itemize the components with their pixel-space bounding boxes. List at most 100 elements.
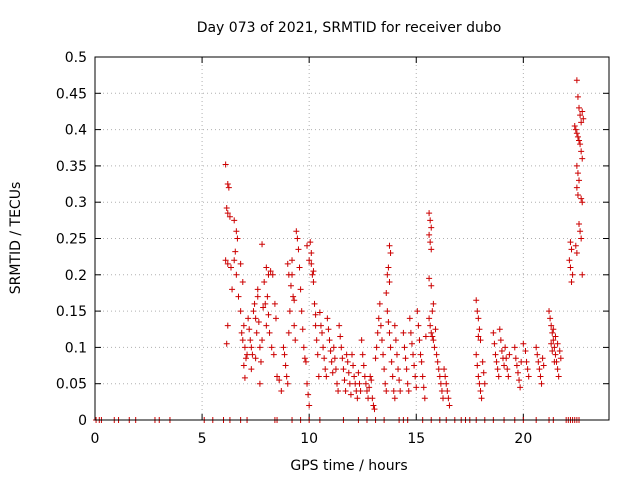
data-point bbox=[384, 271, 391, 278]
data-point bbox=[505, 373, 512, 380]
data-point bbox=[573, 250, 580, 257]
data-point bbox=[308, 250, 315, 257]
data-point bbox=[381, 366, 388, 373]
data-point bbox=[414, 308, 421, 315]
data-point bbox=[520, 340, 527, 347]
data-point bbox=[422, 333, 429, 340]
data-point bbox=[292, 337, 299, 344]
data-point bbox=[497, 337, 504, 344]
data-point bbox=[546, 308, 553, 315]
data-point bbox=[525, 373, 532, 380]
data-point bbox=[426, 315, 433, 322]
data-point bbox=[410, 351, 417, 358]
data-point bbox=[286, 308, 293, 315]
data-point bbox=[548, 340, 555, 347]
data-point bbox=[413, 384, 420, 391]
data-point bbox=[426, 210, 433, 217]
data-point bbox=[261, 279, 268, 286]
x-axis-label: GPS time / hours bbox=[290, 458, 407, 474]
data-point bbox=[312, 322, 319, 329]
data-point bbox=[494, 366, 501, 373]
data-point bbox=[411, 362, 418, 369]
data-point bbox=[552, 333, 559, 340]
data-point bbox=[557, 355, 564, 362]
data-point bbox=[412, 373, 419, 380]
data-point bbox=[437, 380, 444, 387]
data-point bbox=[246, 326, 253, 333]
data-point bbox=[518, 358, 525, 365]
data-point bbox=[568, 279, 575, 286]
data-point bbox=[274, 373, 281, 380]
data-point bbox=[430, 300, 437, 307]
data-point bbox=[420, 384, 427, 391]
data-point bbox=[550, 337, 557, 344]
data-point bbox=[524, 366, 531, 373]
data-point bbox=[237, 308, 244, 315]
data-point bbox=[426, 275, 433, 282]
data-point bbox=[573, 184, 580, 191]
data-point bbox=[340, 366, 347, 373]
data-point bbox=[321, 355, 328, 362]
data-point bbox=[511, 344, 518, 351]
data-point bbox=[280, 344, 287, 351]
data-point bbox=[431, 344, 438, 351]
data-point bbox=[579, 108, 586, 115]
data-point bbox=[428, 329, 435, 336]
y-axis-label: SRMTID / TECUs bbox=[8, 182, 24, 295]
data-point bbox=[428, 282, 435, 289]
data-point bbox=[549, 329, 556, 336]
data-point bbox=[396, 377, 403, 384]
data-point bbox=[362, 380, 369, 387]
data-point bbox=[427, 217, 434, 224]
data-point bbox=[290, 293, 297, 300]
data-point bbox=[319, 329, 326, 336]
data-point bbox=[331, 355, 338, 362]
grid-layer bbox=[95, 57, 609, 420]
data-point bbox=[338, 344, 345, 351]
ticks-layer: 0 0.05 0.1 0.15 0.2 0.25 0.3 0.35 0.4 0.45 0.5 0 5 10… bbox=[56, 50, 609, 447]
data-point bbox=[278, 387, 285, 394]
data-point bbox=[578, 235, 585, 242]
data-point bbox=[251, 300, 258, 307]
data-point bbox=[392, 337, 399, 344]
data-point bbox=[317, 322, 324, 329]
data-point bbox=[307, 239, 314, 246]
data-point bbox=[299, 326, 306, 333]
data-point bbox=[408, 340, 415, 347]
data-point bbox=[574, 191, 581, 198]
x-tick-label: 5 bbox=[198, 431, 207, 447]
data-point bbox=[522, 348, 529, 355]
data-point bbox=[533, 344, 540, 351]
data-point bbox=[556, 348, 563, 355]
data-point bbox=[435, 366, 442, 373]
data-point bbox=[474, 308, 481, 315]
data-point bbox=[253, 329, 260, 336]
data-point bbox=[393, 351, 400, 358]
x-tick-label: 0 bbox=[91, 431, 100, 447]
y-tick-label: 0.5 bbox=[65, 50, 87, 66]
data-point bbox=[225, 184, 232, 191]
data-point bbox=[233, 228, 240, 235]
data-point bbox=[503, 355, 510, 362]
data-point bbox=[380, 351, 387, 358]
data-point bbox=[289, 257, 296, 264]
data-point bbox=[476, 326, 483, 333]
data-point bbox=[572, 126, 579, 133]
data-point bbox=[579, 155, 586, 162]
data-point bbox=[474, 362, 481, 369]
data-point bbox=[368, 377, 375, 384]
data-point bbox=[325, 326, 332, 333]
data-point bbox=[481, 380, 488, 387]
data-point bbox=[493, 358, 500, 365]
data-point bbox=[315, 373, 322, 380]
data-point bbox=[367, 373, 374, 380]
data-point bbox=[388, 358, 395, 365]
data-point bbox=[535, 358, 542, 365]
data-point bbox=[282, 362, 289, 369]
data-point bbox=[226, 213, 233, 220]
data-point bbox=[576, 137, 583, 144]
data-point bbox=[395, 366, 402, 373]
data-point bbox=[241, 344, 248, 351]
data-point bbox=[370, 402, 377, 409]
